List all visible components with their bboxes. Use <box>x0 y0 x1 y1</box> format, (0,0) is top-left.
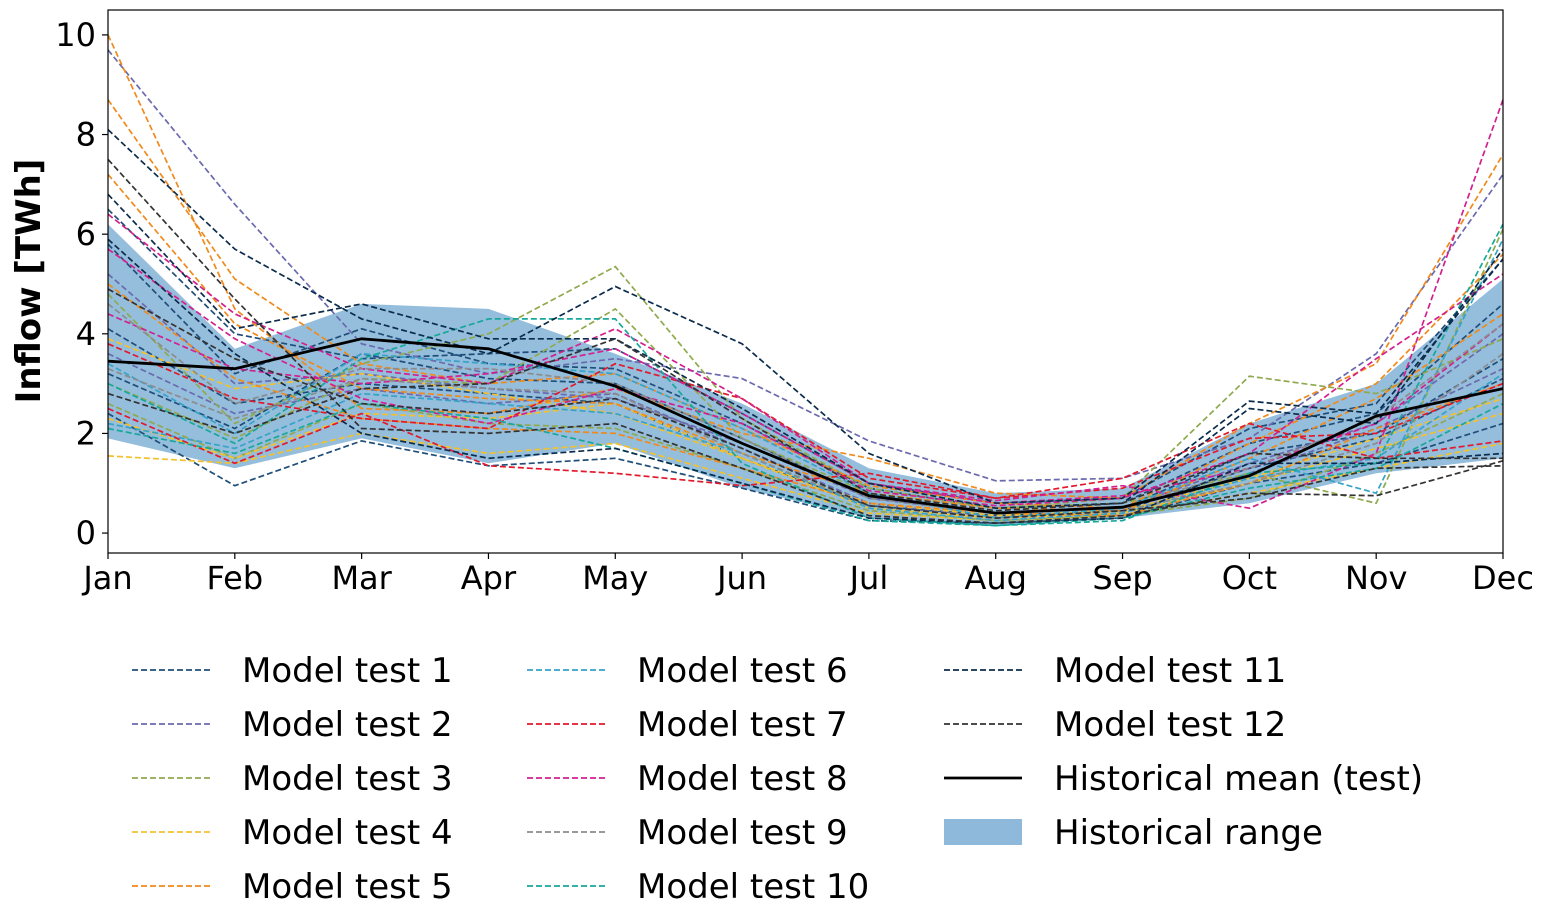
y-tick-label: 8 <box>76 116 96 154</box>
series-line <box>108 49 1503 482</box>
x-tick-label: Jun <box>715 559 767 597</box>
historical-mean-line <box>108 337 1503 515</box>
x-tick-label: Apr <box>461 559 517 597</box>
series-line <box>108 328 1503 517</box>
x-tick-label: Nov <box>1345 559 1407 597</box>
legend-label: Model test 11 <box>1054 651 1286 691</box>
series-line <box>108 248 1503 507</box>
historical-mean-layer <box>108 337 1503 515</box>
y-tick-label: 4 <box>76 315 96 353</box>
legend-entry: Model test 12 <box>944 705 1286 745</box>
legend-label: Model test 8 <box>637 759 848 799</box>
legend-entry: Model test 8 <box>527 759 848 799</box>
x-tick-label: Oct <box>1222 559 1277 597</box>
legend-entry: Model test 10 <box>527 867 869 905</box>
legend-label: Model test 7 <box>637 705 848 745</box>
legend-entry: Historical mean (test) <box>944 759 1423 799</box>
legend-label: Model test 12 <box>1054 705 1286 745</box>
legend-entry: Model test 9 <box>527 813 848 853</box>
series-line <box>108 128 1503 505</box>
series-model-test-11 <box>108 128 1503 524</box>
series-line <box>108 353 1503 519</box>
legend-label: Model test 2 <box>242 705 453 745</box>
series-model-test-10 <box>108 223 1503 527</box>
historical-range-band <box>108 224 1503 526</box>
series-line <box>108 99 1503 510</box>
legend-label: Model test 10 <box>637 867 869 905</box>
series-line <box>108 412 1503 524</box>
series-line <box>108 193 1503 510</box>
series-model-test-9 <box>108 303 1503 519</box>
x-tick-label: Jul <box>848 559 889 597</box>
x-axis: Jan Feb Mar Apr May Jun Jul Aug Sep Oct Nov Dec <box>81 553 1534 597</box>
series-line <box>108 173 1503 512</box>
series-line <box>108 223 1503 527</box>
series-line <box>108 34 1503 500</box>
legend-label: Model test 1 <box>242 651 453 691</box>
x-tick-label: Jan <box>81 559 132 597</box>
x-tick-label: Dec <box>1472 559 1534 597</box>
legend-entry: Model test 3 <box>132 759 453 799</box>
series-line <box>108 392 1503 522</box>
y-axis-title: Inflow [TWh] <box>9 159 49 404</box>
legend-entry: Model test 4 <box>132 813 453 853</box>
y-tick-label: 0 <box>76 514 96 552</box>
x-tick-label: Aug <box>964 559 1026 597</box>
x-tick-label: May <box>582 559 648 597</box>
series-line <box>108 337 1503 512</box>
x-tick-label: Sep <box>1092 559 1152 597</box>
plot-frame <box>107 9 1504 554</box>
legend-entry: Model test 11 <box>944 651 1286 691</box>
series-model-test-12 <box>108 158 1503 524</box>
legend-entry: Model test 6 <box>527 651 848 691</box>
y-axis: 0 2 4 6 8 10 <box>55 16 108 552</box>
y-tick-label: 2 <box>76 414 96 452</box>
series-line <box>108 303 1503 514</box>
legend-label: Historical range <box>1054 813 1323 853</box>
legend-label: Model test 9 <box>637 813 848 853</box>
series-line <box>108 402 1503 527</box>
series-line <box>108 372 1503 522</box>
series-line <box>108 343 1503 500</box>
series-line <box>108 158 1503 524</box>
series-line <box>108 238 1503 524</box>
legend-entry: Model test 5 <box>132 867 453 905</box>
x-tick-label: Mar <box>331 559 392 597</box>
y-tick-label: 10 <box>55 16 96 54</box>
legend-entry: Model test 2 <box>132 705 453 745</box>
legend-entry: Model test 1 <box>132 651 453 691</box>
legend: Model test 1 Model test 2 Model test 3 Mode… <box>132 651 1423 905</box>
series-layer <box>108 34 1503 527</box>
legend-label: Model test 5 <box>242 867 453 905</box>
series-line <box>108 99 1503 510</box>
series-line <box>108 432 1503 522</box>
legend-label: Model test 6 <box>637 651 848 691</box>
legend-label: Model test 4 <box>242 813 453 853</box>
x-tick-label: Feb <box>206 559 263 597</box>
legend-swatch <box>944 819 1022 845</box>
historical-range-layer <box>108 224 1503 526</box>
y-tick-label: 6 <box>76 215 96 253</box>
legend-entry: Historical range <box>944 813 1323 853</box>
legend-entry: Model test 7 <box>527 705 848 745</box>
legend-label: Historical mean (test) <box>1054 759 1423 799</box>
legend-label: Model test 3 <box>242 759 453 799</box>
plot-area <box>107 9 1504 554</box>
